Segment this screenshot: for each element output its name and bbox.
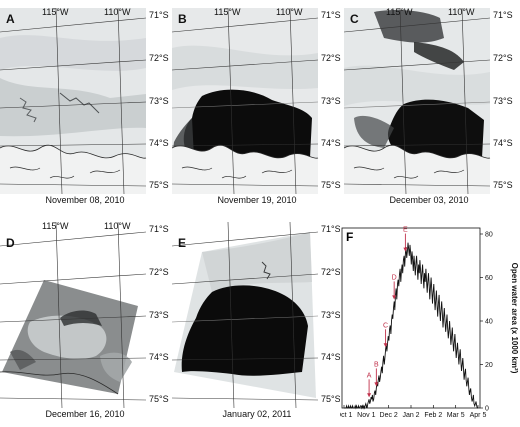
y-tick-label: 0 [485,406,489,413]
panel-date-e: January 02, 2011 [222,409,292,419]
lat-label-72s: 72°S [149,53,169,63]
annotation-arrowhead [392,295,397,300]
satellite-panel-b: B 115°W 110°W 71°S 72°S 73°S 74°S 75°S [172,8,342,194]
lat-label-72s: 72°S [493,53,513,63]
lon-label-115w: 115°W [42,222,69,231]
lat-label-73s: 73°S [321,310,341,320]
lon-label-115w: 115°W [214,8,241,17]
lat-label-71s: 71°S [321,224,341,234]
sea-ice-image-c [344,8,491,194]
panel-date-b: November 19, 2010 [217,195,297,205]
panel-letter-e: E [178,236,187,250]
lat-label-75s: 75°S [321,180,341,190]
lat-label-71s: 71°S [321,10,341,20]
y-tick-label: 60 [485,275,493,282]
annotation-label: D [392,274,397,281]
lat-label-75s: 75°S [149,394,169,404]
lat-label-75s: 75°S [321,394,341,404]
lat-label-72s: 72°S [149,267,169,277]
annotation-arrowhead [403,247,408,252]
y-axis-label: Open water area (x 1000 km²) [510,263,519,374]
panel-letter-b: B [178,12,187,26]
panel-date-a: November 08, 2010 [45,195,125,205]
lat-label-72s: 72°S [321,267,341,277]
lat-label-71s: 71°S [493,10,513,20]
lon-label-110w: 110°W [448,8,475,17]
lat-label-71s: 71°S [149,10,169,20]
x-tick-label: Apr 5 [470,412,487,419]
lat-label-73s: 73°S [321,96,341,106]
satellite-panel-e: E 71°S 72°S 73°S 74°S 75°S [172,222,342,408]
lat-label-74s: 74°S [149,138,169,148]
lon-label-110w: 110°W [104,222,131,231]
open-water-chart: F 0 20 40 60 80 Oct 1 Nov 1 Dec 2 Jan 2 Feb 2 Mar… [336,222,520,422]
annotation-arrowhead [374,382,379,387]
y-tick-label: 20 [485,362,493,369]
sea-ice-image-a [0,8,147,194]
lat-label-72s: 72°S [321,53,341,63]
x-tick-label: Oct 1 [340,412,352,419]
x-tick-label: Feb 2 [424,412,442,419]
annotation-arrowhead [383,343,388,348]
lon-label-115w: 115°W [42,8,69,17]
y-tick-label: 80 [485,232,493,239]
panel-date-c: December 03, 2010 [389,195,469,205]
lat-label-73s: 73°S [149,310,169,320]
x-tick-label: Mar 5 [447,412,465,419]
chart-panel-f: F 0 20 40 60 80 Oct 1 Nov 1 Dec 2 Jan 2 Feb 2 Mar… [336,222,520,422]
satellite-panel-a: A 115°W 110°W 71°S 72°S 73°S 74°S 75°S [0,8,170,194]
sea-ice-image-b [172,8,319,194]
lon-label-110w: 110°W [276,8,303,17]
annotation-label: B [374,361,379,368]
annotation-arrowhead [367,393,372,398]
sea-ice-image-d [0,222,147,408]
lat-label-74s: 74°S [149,352,169,362]
lat-label-73s: 73°S [493,96,513,106]
lat-label-75s: 75°S [149,180,169,190]
panel-letter-d: D [6,236,15,250]
lon-label-110w: 110°W [104,8,131,17]
x-tick-label: Jan 2 [402,412,419,419]
lat-label-74s: 74°S [321,138,341,148]
lat-label-71s: 71°S [149,224,169,234]
lat-label-75s: 75°S [493,180,513,190]
panel-letter-f: F [346,230,353,244]
annotation-label: A [367,372,372,379]
annotation-label: C [383,322,388,329]
panel-date-d: December 16, 2010 [45,409,125,419]
x-tick-label: Nov 1 [357,412,375,419]
lat-label-73s: 73°S [149,96,169,106]
lat-label-74s: 74°S [493,138,513,148]
satellite-panel-d: D 115°W 110°W 71°S 72°S 73°S 74°S 75°S [0,222,170,408]
x-tick-label: Dec 2 [380,412,398,419]
panel-letter-a: A [6,12,15,26]
sea-ice-image-e [172,222,319,408]
annotation-label: E [403,227,408,234]
satellite-panel-c: C 115°W 110°W 71°S 72°S 73°S 74°S 75°S [344,8,514,194]
lon-label-115w: 115°W [386,8,413,17]
lat-label-74s: 74°S [321,352,341,362]
open-water-series [344,242,478,410]
y-tick-label: 40 [485,319,493,326]
panel-letter-c: C [350,12,359,26]
